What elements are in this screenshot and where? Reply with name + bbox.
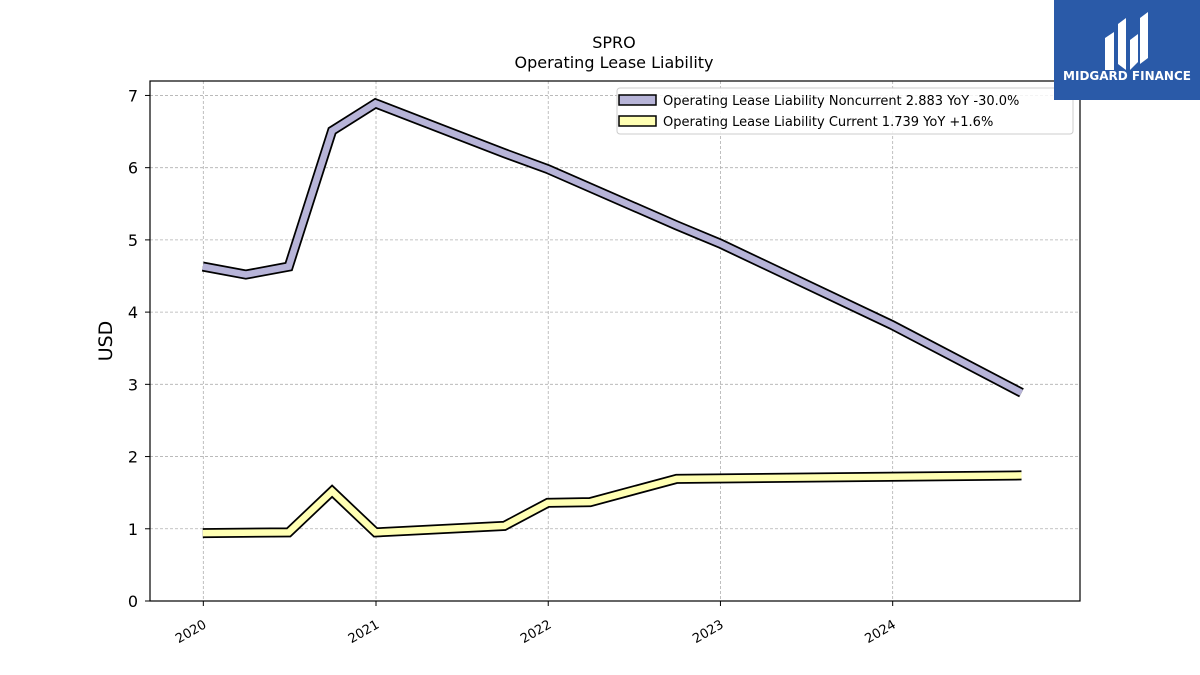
series-1 <box>202 470 1022 539</box>
x-axis: 2020 2021 2022 2023 2024 <box>173 601 899 647</box>
y-tick-label: 1 <box>128 520 138 539</box>
series-line <box>202 472 1022 537</box>
y-tick-label: 5 <box>128 231 138 250</box>
brand-name: MIDGARD FINANCE <box>1063 69 1191 83</box>
legend-label-current: Operating Lease Liability Current 1.739 … <box>663 115 993 130</box>
x-tick-label: 2022 <box>518 617 554 647</box>
plot-frame <box>149 80 1081 602</box>
y-axis: 0 1 2 3 4 5 6 7 <box>128 86 150 611</box>
x-tick-label: 2023 <box>690 617 726 647</box>
y-tick-label: 7 <box>128 86 138 105</box>
legend: Operating Lease Liability Noncurrent 2.8… <box>616 87 1074 135</box>
brand-logo: MIDGARD FINANCE <box>1054 0 1200 100</box>
series-lines <box>201 97 1024 539</box>
legend-swatch-current <box>618 115 657 127</box>
series-line-outline <box>202 470 1022 539</box>
legend-box <box>616 87 1074 135</box>
x-tick-label: 2020 <box>173 617 209 647</box>
legend-swatch-noncurrent <box>618 94 657 106</box>
y-tick-label: 4 <box>128 303 138 322</box>
chart-title: SPRO <box>592 33 636 52</box>
y-tick-label: 3 <box>128 375 138 394</box>
x-tick-label: 2021 <box>346 617 382 647</box>
midgard-logo-icon <box>1105 12 1148 70</box>
y-axis-label: USD <box>95 321 117 362</box>
series-0 <box>201 97 1024 398</box>
y-tick-label: 2 <box>128 448 138 467</box>
grid-lines <box>150 81 1080 602</box>
series-line <box>202 99 1024 396</box>
legend-label-noncurrent: Operating Lease Liability Noncurrent 2.8… <box>663 94 1019 109</box>
chart-subtitle: Operating Lease Liability <box>514 53 713 72</box>
y-tick-label: 0 <box>128 592 138 611</box>
x-tick-label: 2024 <box>863 617 899 647</box>
y-tick-label: 6 <box>128 159 138 178</box>
